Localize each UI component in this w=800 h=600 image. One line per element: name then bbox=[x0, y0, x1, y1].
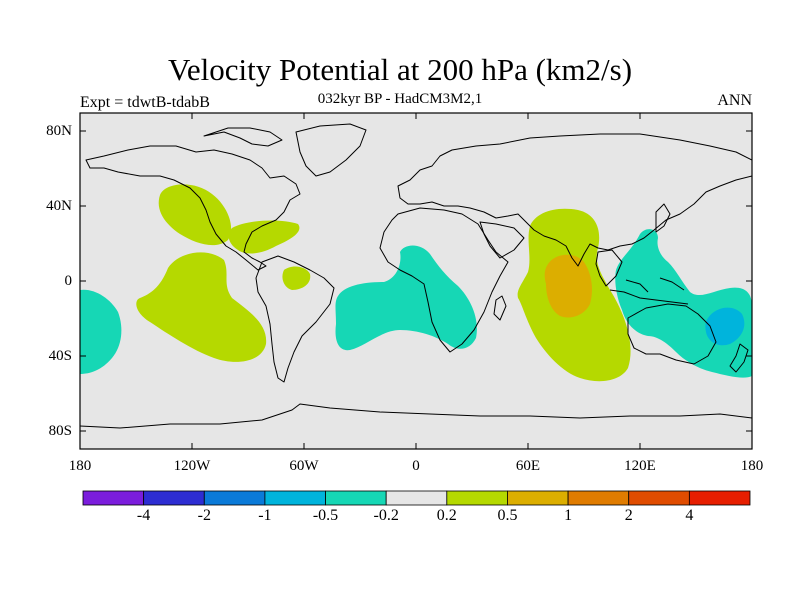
coastline-africa bbox=[379, 207, 509, 353]
experiment-label: Expt = tdwtB-tdabB bbox=[80, 94, 210, 111]
colorbar-tick-label: -0.5 bbox=[312, 507, 339, 524]
coastline-arctic-islands bbox=[203, 127, 283, 147]
positive-region-india-core bbox=[544, 254, 592, 318]
coastline-eurasia bbox=[397, 133, 752, 267]
y-tick-label: 40N bbox=[46, 198, 72, 214]
season-label: ANN bbox=[717, 92, 752, 109]
map-title: Velocity Potential at 200 hPa (km2/s) bbox=[167, 52, 633, 87]
colorbar-swatch bbox=[507, 490, 569, 506]
x-tick-label: 180 bbox=[68, 458, 92, 474]
x-tick-label: 120E bbox=[624, 458, 656, 474]
coastline-antarctica bbox=[80, 403, 752, 429]
coastline-japan bbox=[655, 203, 671, 233]
contour-fills bbox=[80, 184, 752, 382]
colorbar-tick-label: -0.2 bbox=[373, 507, 399, 524]
colorbar-swatch bbox=[203, 490, 266, 506]
colorbar bbox=[82, 490, 751, 506]
colorbar-tick-label: -4 bbox=[136, 507, 151, 524]
colorbar-swatch bbox=[385, 490, 448, 506]
positive-region-east-pacific bbox=[136, 252, 267, 362]
coastline-indonesia bbox=[609, 277, 689, 305]
negative-region-pacific-west-edge bbox=[80, 289, 122, 374]
coastline-south-america bbox=[255, 255, 335, 383]
x-tick-label: 60W bbox=[289, 458, 319, 474]
x-tick-label: 60E bbox=[515, 458, 541, 474]
positive-region-south-america bbox=[282, 266, 311, 290]
map-subtitle: 032kyr BP - HadCM3M2,1 bbox=[317, 91, 483, 107]
coastline-north-america bbox=[85, 145, 301, 271]
coastlines bbox=[80, 123, 752, 429]
colorbar-tick-label: 2 bbox=[624, 507, 633, 524]
y-tick-label: 0 bbox=[64, 273, 73, 289]
colorbar-swatch bbox=[82, 490, 145, 506]
colorbar-tick-label: 0.2 bbox=[436, 507, 457, 524]
coastline-new-zealand bbox=[729, 343, 749, 373]
y-tick-label: 40S bbox=[48, 348, 72, 364]
positive-region-north-pacific bbox=[158, 184, 232, 246]
colorbar-swatch bbox=[325, 490, 387, 506]
colorbar-tick-label: 1 bbox=[564, 507, 573, 524]
colorbar-tick-label: -1 bbox=[258, 507, 272, 524]
negative-region-atlantic-africa bbox=[335, 245, 477, 351]
colorbar-swatch bbox=[446, 490, 508, 506]
x-tick-label: 0 bbox=[412, 458, 420, 474]
colorbar-tick-label: -2 bbox=[197, 507, 211, 524]
colorbar-tick-label: 0.5 bbox=[497, 507, 518, 524]
x-tick-label: 180 bbox=[740, 458, 764, 474]
y-tick-label: 80N bbox=[46, 123, 72, 139]
colorbar-swatch bbox=[264, 490, 326, 506]
positive-region-caribbean bbox=[228, 220, 300, 254]
colorbar-swatch bbox=[143, 490, 205, 506]
coastline-indochina bbox=[595, 249, 623, 287]
coastline-arabia bbox=[479, 221, 525, 259]
coastline-australia bbox=[627, 303, 717, 365]
colorbar-tick-label: 4 bbox=[685, 507, 694, 524]
coastline-greenland bbox=[295, 123, 367, 177]
y-tick-label: 80S bbox=[48, 423, 72, 439]
axis-ticks bbox=[79, 113, 753, 449]
negative-region-sw-pacific-core bbox=[705, 307, 745, 346]
colorbar-swatch bbox=[628, 490, 690, 506]
colorbar-swatch bbox=[688, 490, 751, 506]
x-tick-label: 120W bbox=[173, 458, 211, 474]
coastline-madagascar bbox=[493, 295, 507, 321]
colorbar-swatch bbox=[567, 490, 630, 506]
